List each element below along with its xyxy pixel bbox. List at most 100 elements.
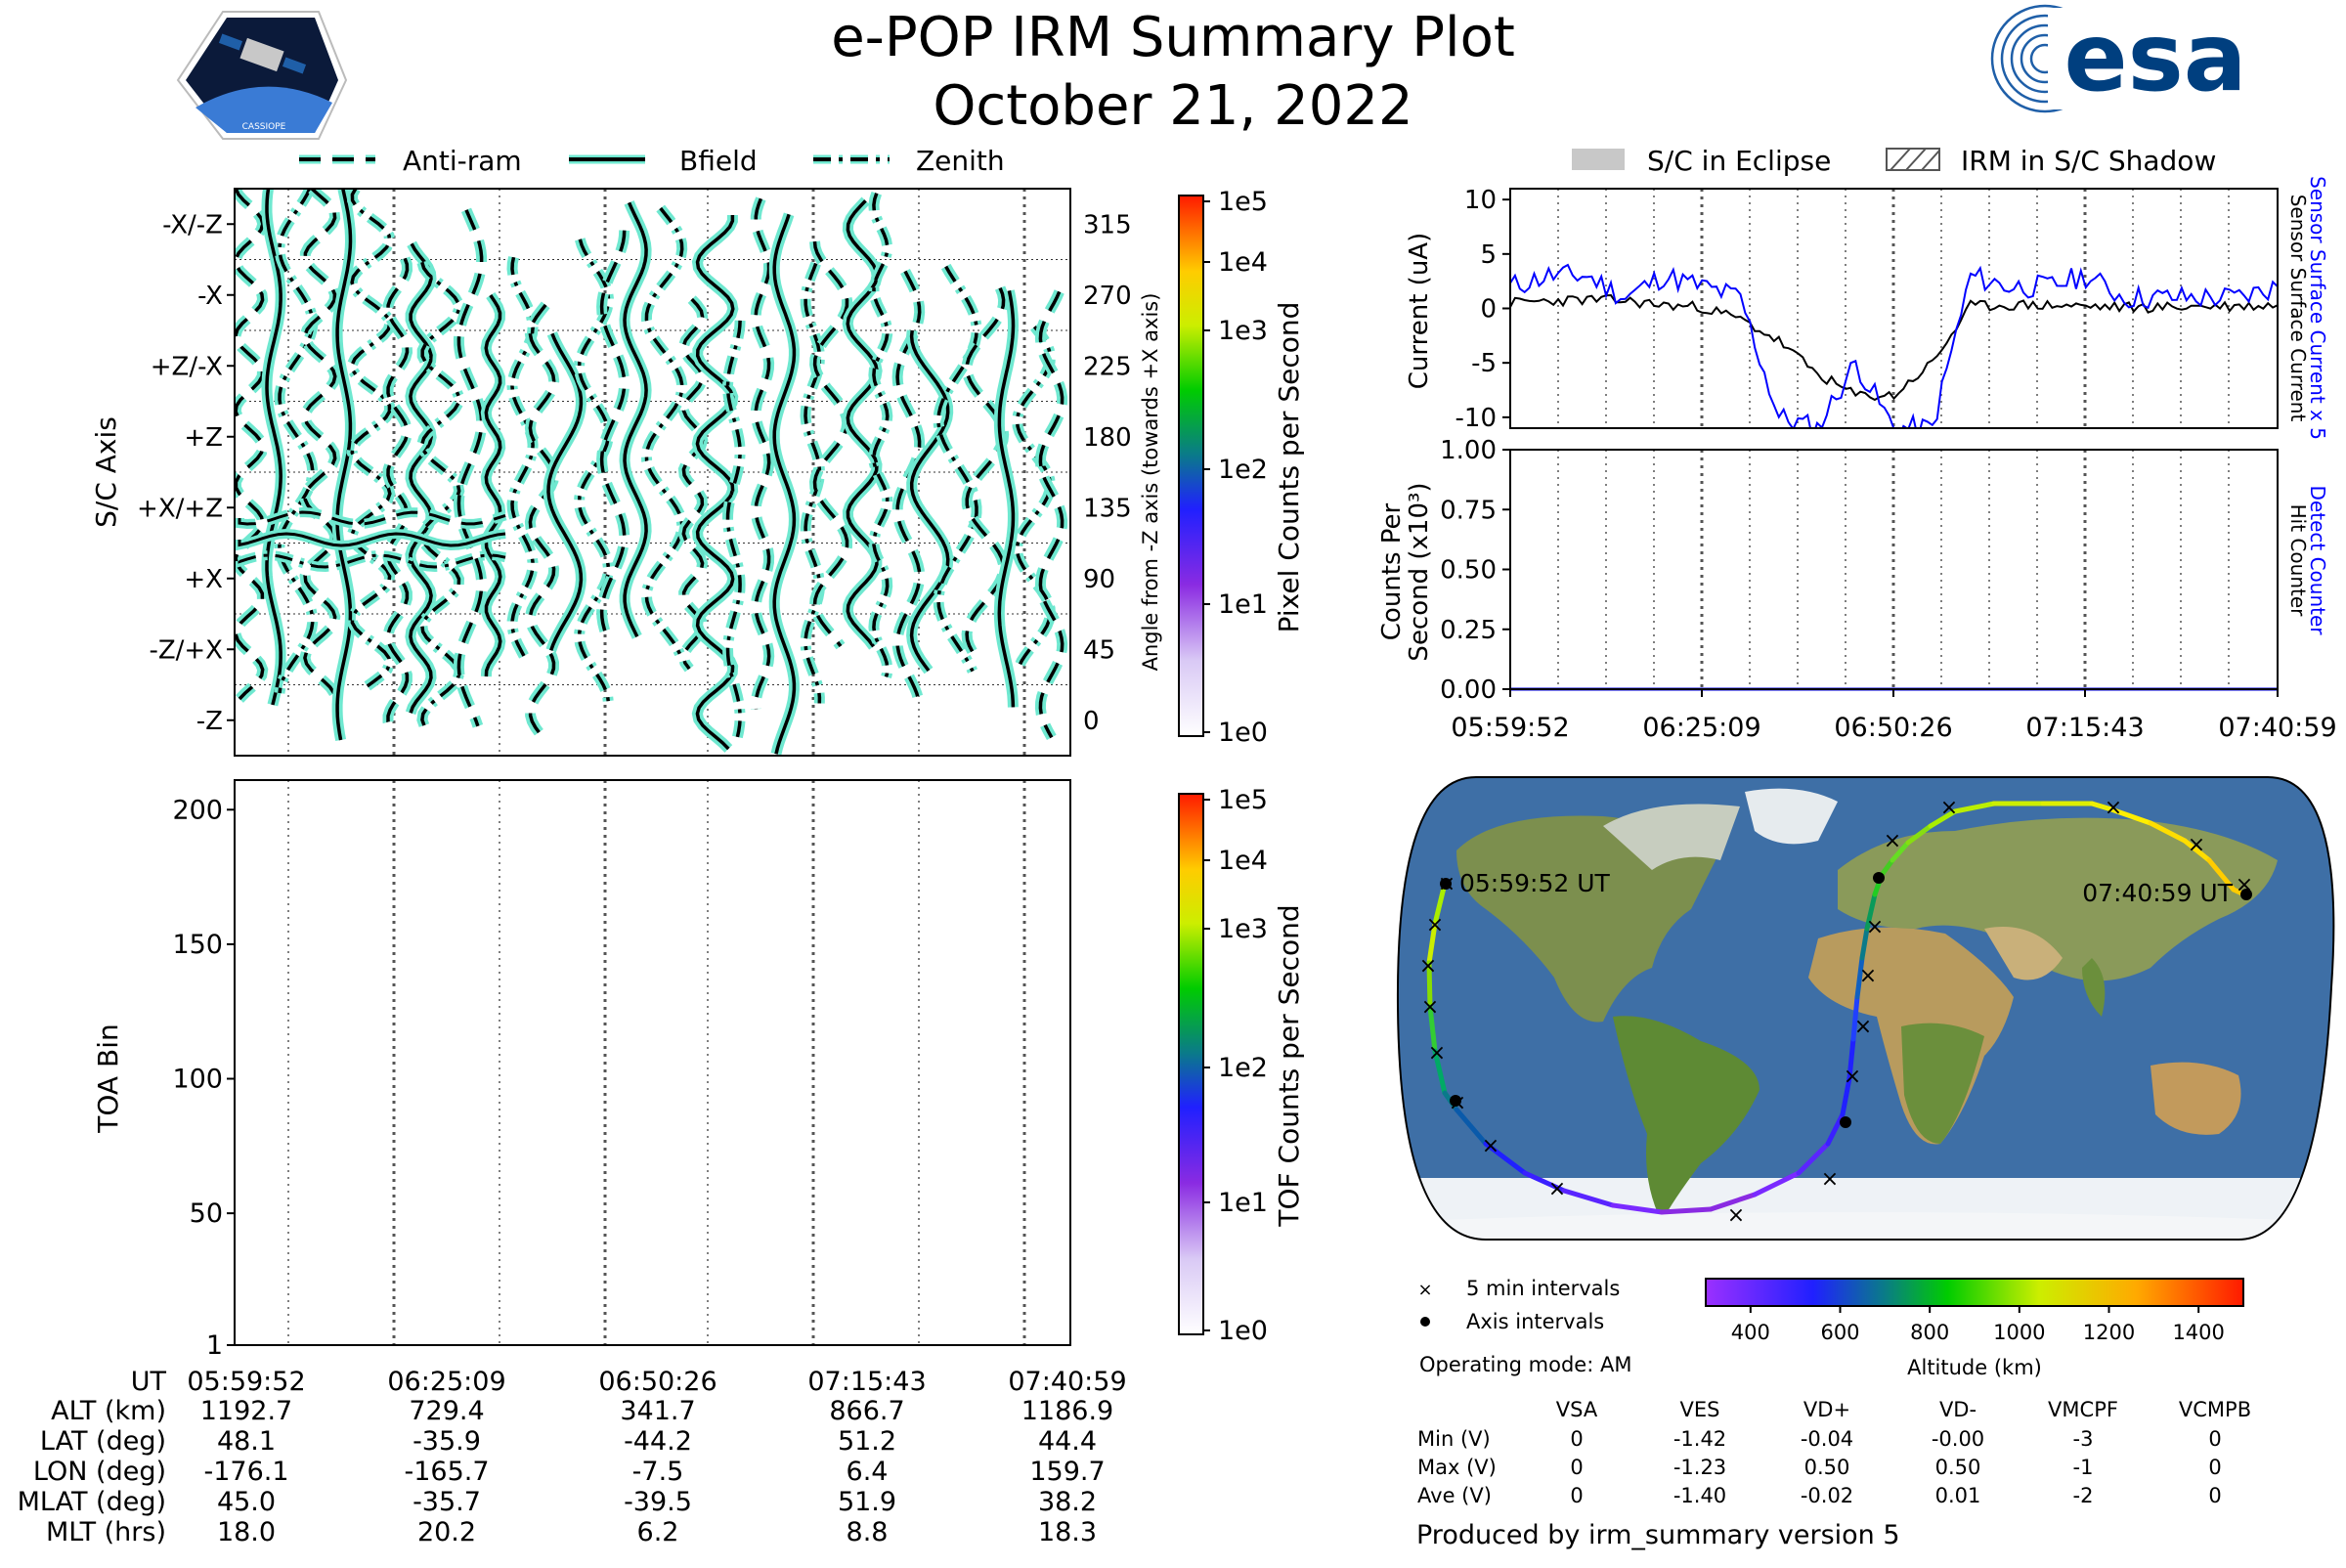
interval-x-marker: × [1821,1167,1839,1192]
colorbar-tick: 1e4 [1218,846,1268,876]
ephemeris-cell: -39.5 [624,1487,692,1517]
hit-counter-label: Hit Counter [2286,504,2310,617]
orbit-segment [1426,960,1433,1010]
contour-bfield-core [997,290,1016,708]
orbit-segment [1928,808,1958,829]
ephemeris-cell: 44.4 [1038,1426,1097,1457]
colorbar-tick: 1e3 [1218,316,1268,346]
page-title: e-POP IRM Summary Plot [831,6,1515,69]
toa-ytick: 1 [206,1330,223,1361]
current-ylabel: Current (uA) [1405,233,1434,389]
current-ytick: 5 [1480,240,1497,270]
surface-current-line [1510,293,2278,402]
page-date: October 21, 2022 [933,74,1412,138]
ephemeris-cell: -44.2 [624,1426,692,1457]
toa-panel: TOA Bin 200 150 100 50 1 [92,779,1071,1361]
orbit-segment [1846,1036,1856,1081]
interval-x-marker: × [1866,915,1884,939]
contour-anti-ram [453,207,488,728]
ephemeris-cell: 1192.7 [200,1396,292,1426]
axis-interval-dot [1450,1095,1461,1107]
contour-anti-ram-core [812,240,849,648]
legend-axis-intervals: Axis intervals [1466,1310,1604,1333]
contour-bfield-core [623,201,648,638]
voltage-cell: -0.02 [1801,1484,1853,1507]
voltage-header: VD+ [1803,1398,1850,1421]
map-start-label: 05:59:52 UT [1459,869,1611,897]
orbit-segment [1561,1188,1616,1208]
contour-bfield-core [546,332,584,651]
axis-label: +X [184,565,223,594]
altitude-tick: 1000 [1993,1321,2045,1344]
contour-zenith-core [350,189,392,689]
orbit-segment [1854,955,1865,1000]
interval-x-marker: × [1428,1041,1446,1066]
orbit-5min-markers: ××××××××××××××××××× [1419,796,2253,1228]
voltage-row-label: Max (V) [1417,1456,1497,1479]
interval-x-marker: × [1482,1134,1499,1158]
colorbar-tick: 1e0 [1218,718,1268,748]
altitude-tick: 1400 [2172,1321,2224,1344]
current-yticks: 10 5 0 -5 -10 [1455,186,1510,433]
counts-xtick: 06:50:26 [1834,713,1952,743]
contour-zenith [346,189,396,692]
orbit-segment [2206,857,2237,893]
counts-xtick: 06:25:09 [1642,713,1760,743]
current-ytick: 0 [1480,295,1497,325]
orbit-segment [2089,801,2114,812]
legend-irm-shadow: IRM in S/C Shadow [1961,145,2216,177]
voltage-cell: 0 [2208,1484,2221,1507]
ephemeris-cell: 341.7 [620,1396,695,1426]
interval-x-marker: × [1859,964,1877,988]
axis-interval-dot [1440,878,1452,890]
voltage-cell: -1.42 [1673,1427,1726,1451]
orbit-segment [1610,1202,1665,1215]
contour-anti-ram-core [303,189,337,694]
current-panel: Current (uA) 10 5 0 -5 -10 Sensor Surface Cu… [1405,176,2329,440]
toa-ytick: 100 [172,1065,223,1095]
voltage-row-label: Ave (V) [1417,1484,1492,1507]
contour-anti-ram-core [235,189,265,701]
voltage-cell: -3 [2073,1427,2094,1451]
ephemeris-cell: 45.0 [217,1487,276,1517]
contour-zenith-core [510,256,535,658]
contour-anti-ram [299,189,341,697]
altitude-tick: 600 [1820,1321,1859,1344]
ephemeris-row-label: ALT (km) [51,1396,166,1426]
contour-bfield-core [265,189,282,706]
colorbar-tick: 1e3 [1218,914,1268,944]
orbit-track [1426,801,2247,1215]
orbit-axis-markers [1440,872,2252,1128]
axis-label: +Z [184,423,223,453]
ephemeris-cell: 51.2 [838,1426,896,1457]
toa-ytick: 150 [172,930,223,960]
voltage-cell: -1.23 [1673,1456,1726,1479]
ephemeris-row-label: LAT (deg) [40,1426,166,1457]
contour-zenith-core [936,265,978,673]
angle-tick: 225 [1083,352,1132,381]
axis-label: -Z [196,707,223,736]
contour-anti-ram-core [599,230,627,642]
angle-tick: 135 [1083,494,1132,523]
counts-xticks: 05:59:52 06:25:09 06:50:26 07:15:43 07:40:59 [1451,689,2337,743]
detect-counter-label: Detect Counter [2306,486,2329,636]
colorbar-tick: 1e2 [1218,455,1268,485]
interval-x-marker: × [1854,1015,1872,1039]
colorbar-tick: 1e2 [1218,1053,1268,1083]
operating-mode: Operating mode: AM [1419,1353,1631,1376]
colorbar-tick: 1e0 [1218,1316,1268,1346]
altitude-tick: 1200 [2083,1321,2135,1344]
sensor-current-x5-label: Sensor Surface Current x 5 [2306,176,2329,440]
orbit-segment [1840,1075,1852,1117]
contour-anti-ram-core [754,197,771,710]
orbit-segment [1483,1141,1528,1176]
ephemeris-cell: 06:50:26 [598,1367,717,1397]
angle-tick: 270 [1083,282,1132,311]
counts-xtick: 05:59:52 [1451,713,1569,743]
colorbar-tick: 1e4 [1218,247,1268,278]
contour-bfield-core [335,189,353,741]
ephemeris-cell: 51.9 [838,1487,896,1517]
legend-anti-ram: Anti-ram [403,145,522,177]
contour-bfield [842,196,883,650]
orbit-segment [1850,994,1860,1042]
